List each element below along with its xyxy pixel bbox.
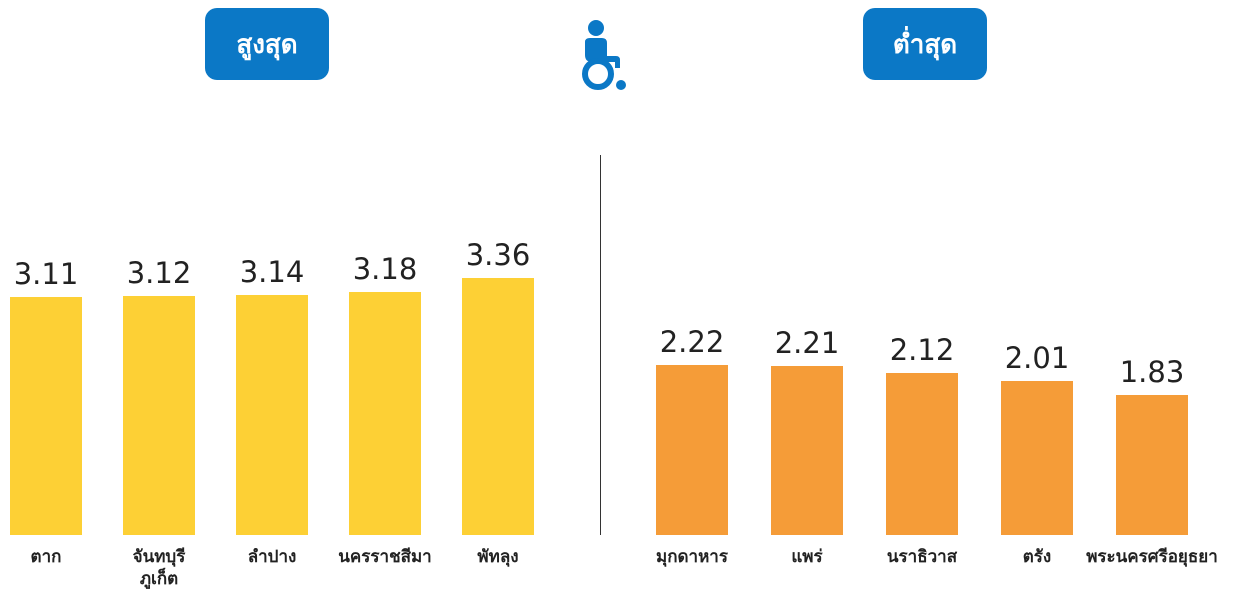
divider xyxy=(600,155,601,535)
category-label: นราธิวาส xyxy=(886,547,958,567)
category-label: ตรัง xyxy=(1022,547,1052,567)
category-label: ตาก xyxy=(30,547,62,567)
bar xyxy=(10,297,82,535)
value-label: 2.22 xyxy=(659,325,725,360)
value-label: 3.11 xyxy=(13,257,79,292)
chart-title: สูงสุด xyxy=(205,8,329,80)
value-label: 3.14 xyxy=(239,254,305,289)
bar xyxy=(462,277,534,535)
bar xyxy=(771,365,843,535)
category-label: พระนครศรีอยุธยา xyxy=(1086,547,1218,567)
category-label: นครราชสีมา xyxy=(338,547,432,567)
bar xyxy=(1001,381,1073,535)
value-label: 2.12 xyxy=(889,332,955,367)
value-label: 2.01 xyxy=(1004,341,1070,376)
value-label: 1.83 xyxy=(1119,355,1185,389)
bar xyxy=(349,291,421,535)
bar xyxy=(656,365,728,535)
category-label: มุกดาหาร xyxy=(656,547,728,567)
category-label: ลำปาง xyxy=(247,547,297,567)
value-label: 3.12 xyxy=(126,256,192,291)
value-label: 3.36 xyxy=(465,237,531,272)
value-label: 3.18 xyxy=(352,251,418,286)
bar xyxy=(123,296,195,535)
bar xyxy=(236,294,308,535)
value-label: 2.21 xyxy=(774,325,840,360)
bar xyxy=(1116,395,1188,535)
wheelchair-icon xyxy=(582,20,626,90)
bar xyxy=(886,372,958,535)
category-label: จันทบุรี ภูเก็ต xyxy=(132,547,186,589)
category-label: พัทลุง xyxy=(477,547,519,567)
chart-title: ต่ำสุด xyxy=(863,8,987,80)
category-label: แพร่ xyxy=(791,547,823,567)
